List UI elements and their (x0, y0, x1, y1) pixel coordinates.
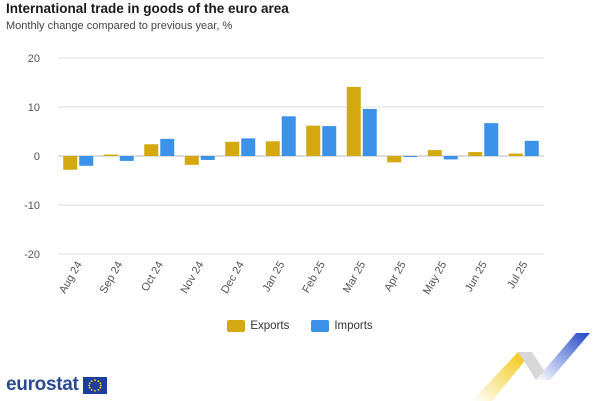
x-tick-label: Jan 25 (260, 260, 287, 295)
bar-exports (306, 125, 321, 156)
x-tick-label: Dec 24 (219, 260, 247, 296)
bar-imports (79, 156, 94, 166)
bar-exports (103, 154, 118, 156)
legend-item-imports[interactable]: Imports (311, 320, 373, 332)
bar-exports (468, 152, 483, 156)
bar-exports (508, 153, 523, 156)
bar-imports (200, 156, 215, 160)
y-tick-label: -10 (24, 200, 40, 212)
y-tick-label: 20 (28, 53, 40, 65)
x-tick-label: Nov 24 (179, 260, 207, 296)
bar-exports (225, 141, 240, 156)
bar-imports (484, 123, 499, 156)
x-tick-label: Feb 25 (300, 260, 328, 296)
bar-imports (403, 156, 418, 157)
bar-imports (524, 140, 539, 156)
x-tick-label: Aug 24 (57, 260, 85, 296)
bar-imports (443, 156, 458, 160)
x-tick-label: Mar 25 (341, 260, 369, 296)
bar-imports (241, 138, 256, 156)
bar-exports (184, 156, 199, 165)
bar-imports (281, 116, 296, 156)
x-tick-label: Jul 25 (505, 260, 530, 291)
legend-label-exports: Exports (250, 320, 290, 332)
chart-title: International trade in goods of the euro… (6, 1, 289, 16)
bar-imports (322, 126, 337, 156)
x-tick-label: Apr 25 (382, 260, 409, 294)
bar-chart: 20 10 0 -10 -20 Aug 24 Sep 24 Oct 24 Nov 24 Dec 2… (24, 53, 544, 297)
y-tick-label: 10 (28, 102, 40, 114)
x-tick-label: Sep 24 (98, 260, 126, 296)
legend-item-exports[interactable]: Exports (227, 320, 289, 332)
x-tick-label: Oct 24 (139, 260, 166, 294)
legend-swatch-imports (311, 320, 330, 332)
legend-swatch-exports (227, 320, 246, 332)
legend-label-imports: Imports (334, 320, 373, 332)
bar-imports (362, 108, 377, 156)
x-tick-label: May 25 (421, 260, 449, 297)
bar-exports (427, 150, 442, 156)
bar-exports (387, 156, 402, 163)
x-tick-label: Jun 25 (463, 260, 490, 295)
decorative-arrow-graphic (472, 333, 590, 401)
bar-exports (265, 141, 280, 156)
bar-imports (160, 138, 175, 156)
bar-exports (144, 144, 159, 156)
bar-exports (63, 156, 78, 170)
eu-flag-icon (82, 376, 107, 394)
y-tick-label: -20 (24, 249, 40, 261)
chart-subtitle: Monthly change compared to previous year… (6, 20, 233, 32)
chart-legend: Exports Imports (0, 320, 600, 332)
eurostat-logo-text: eurostat (6, 374, 79, 395)
bar-imports (119, 156, 134, 161)
eurostat-logo: eurostat (6, 374, 107, 396)
y-tick-label: 0 (34, 151, 40, 163)
bar-exports (346, 86, 361, 156)
